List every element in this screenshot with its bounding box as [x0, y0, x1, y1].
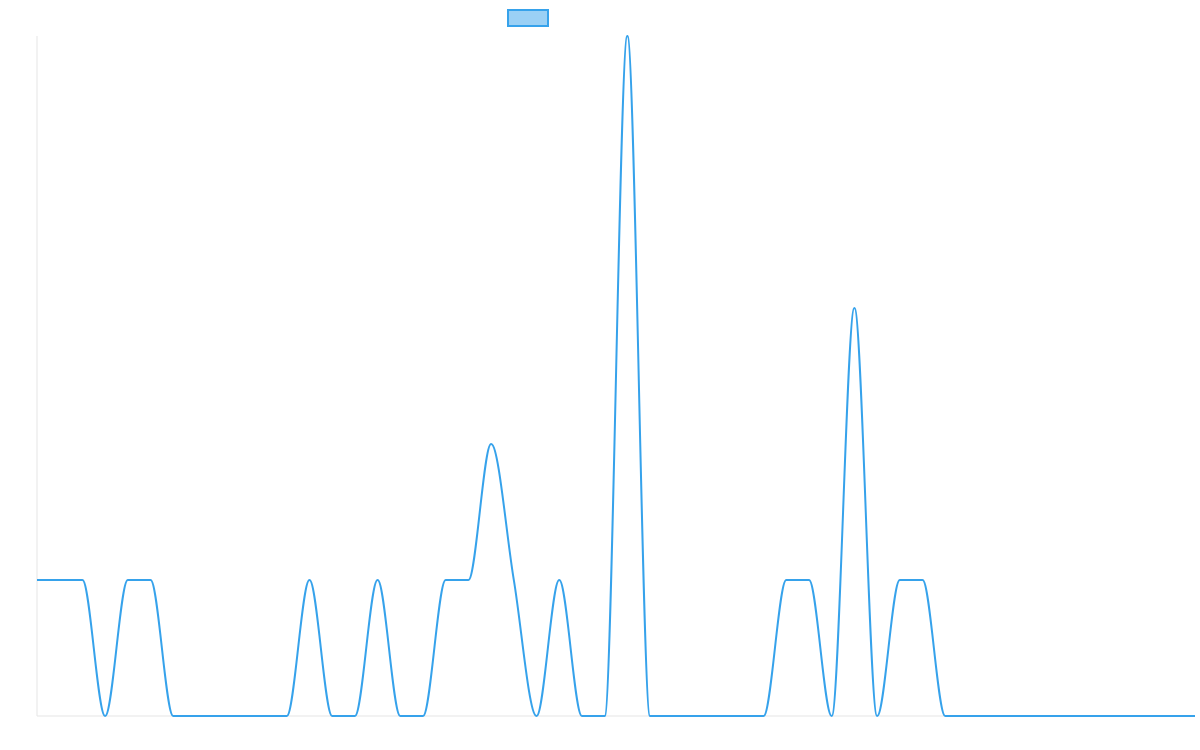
series-line-0: [37, 35, 1195, 717]
legend-swatch[interactable]: [507, 9, 549, 27]
legend[interactable]: [507, 9, 549, 27]
series-layer: [37, 35, 1195, 717]
legend-entry-0[interactable]: [507, 9, 549, 27]
